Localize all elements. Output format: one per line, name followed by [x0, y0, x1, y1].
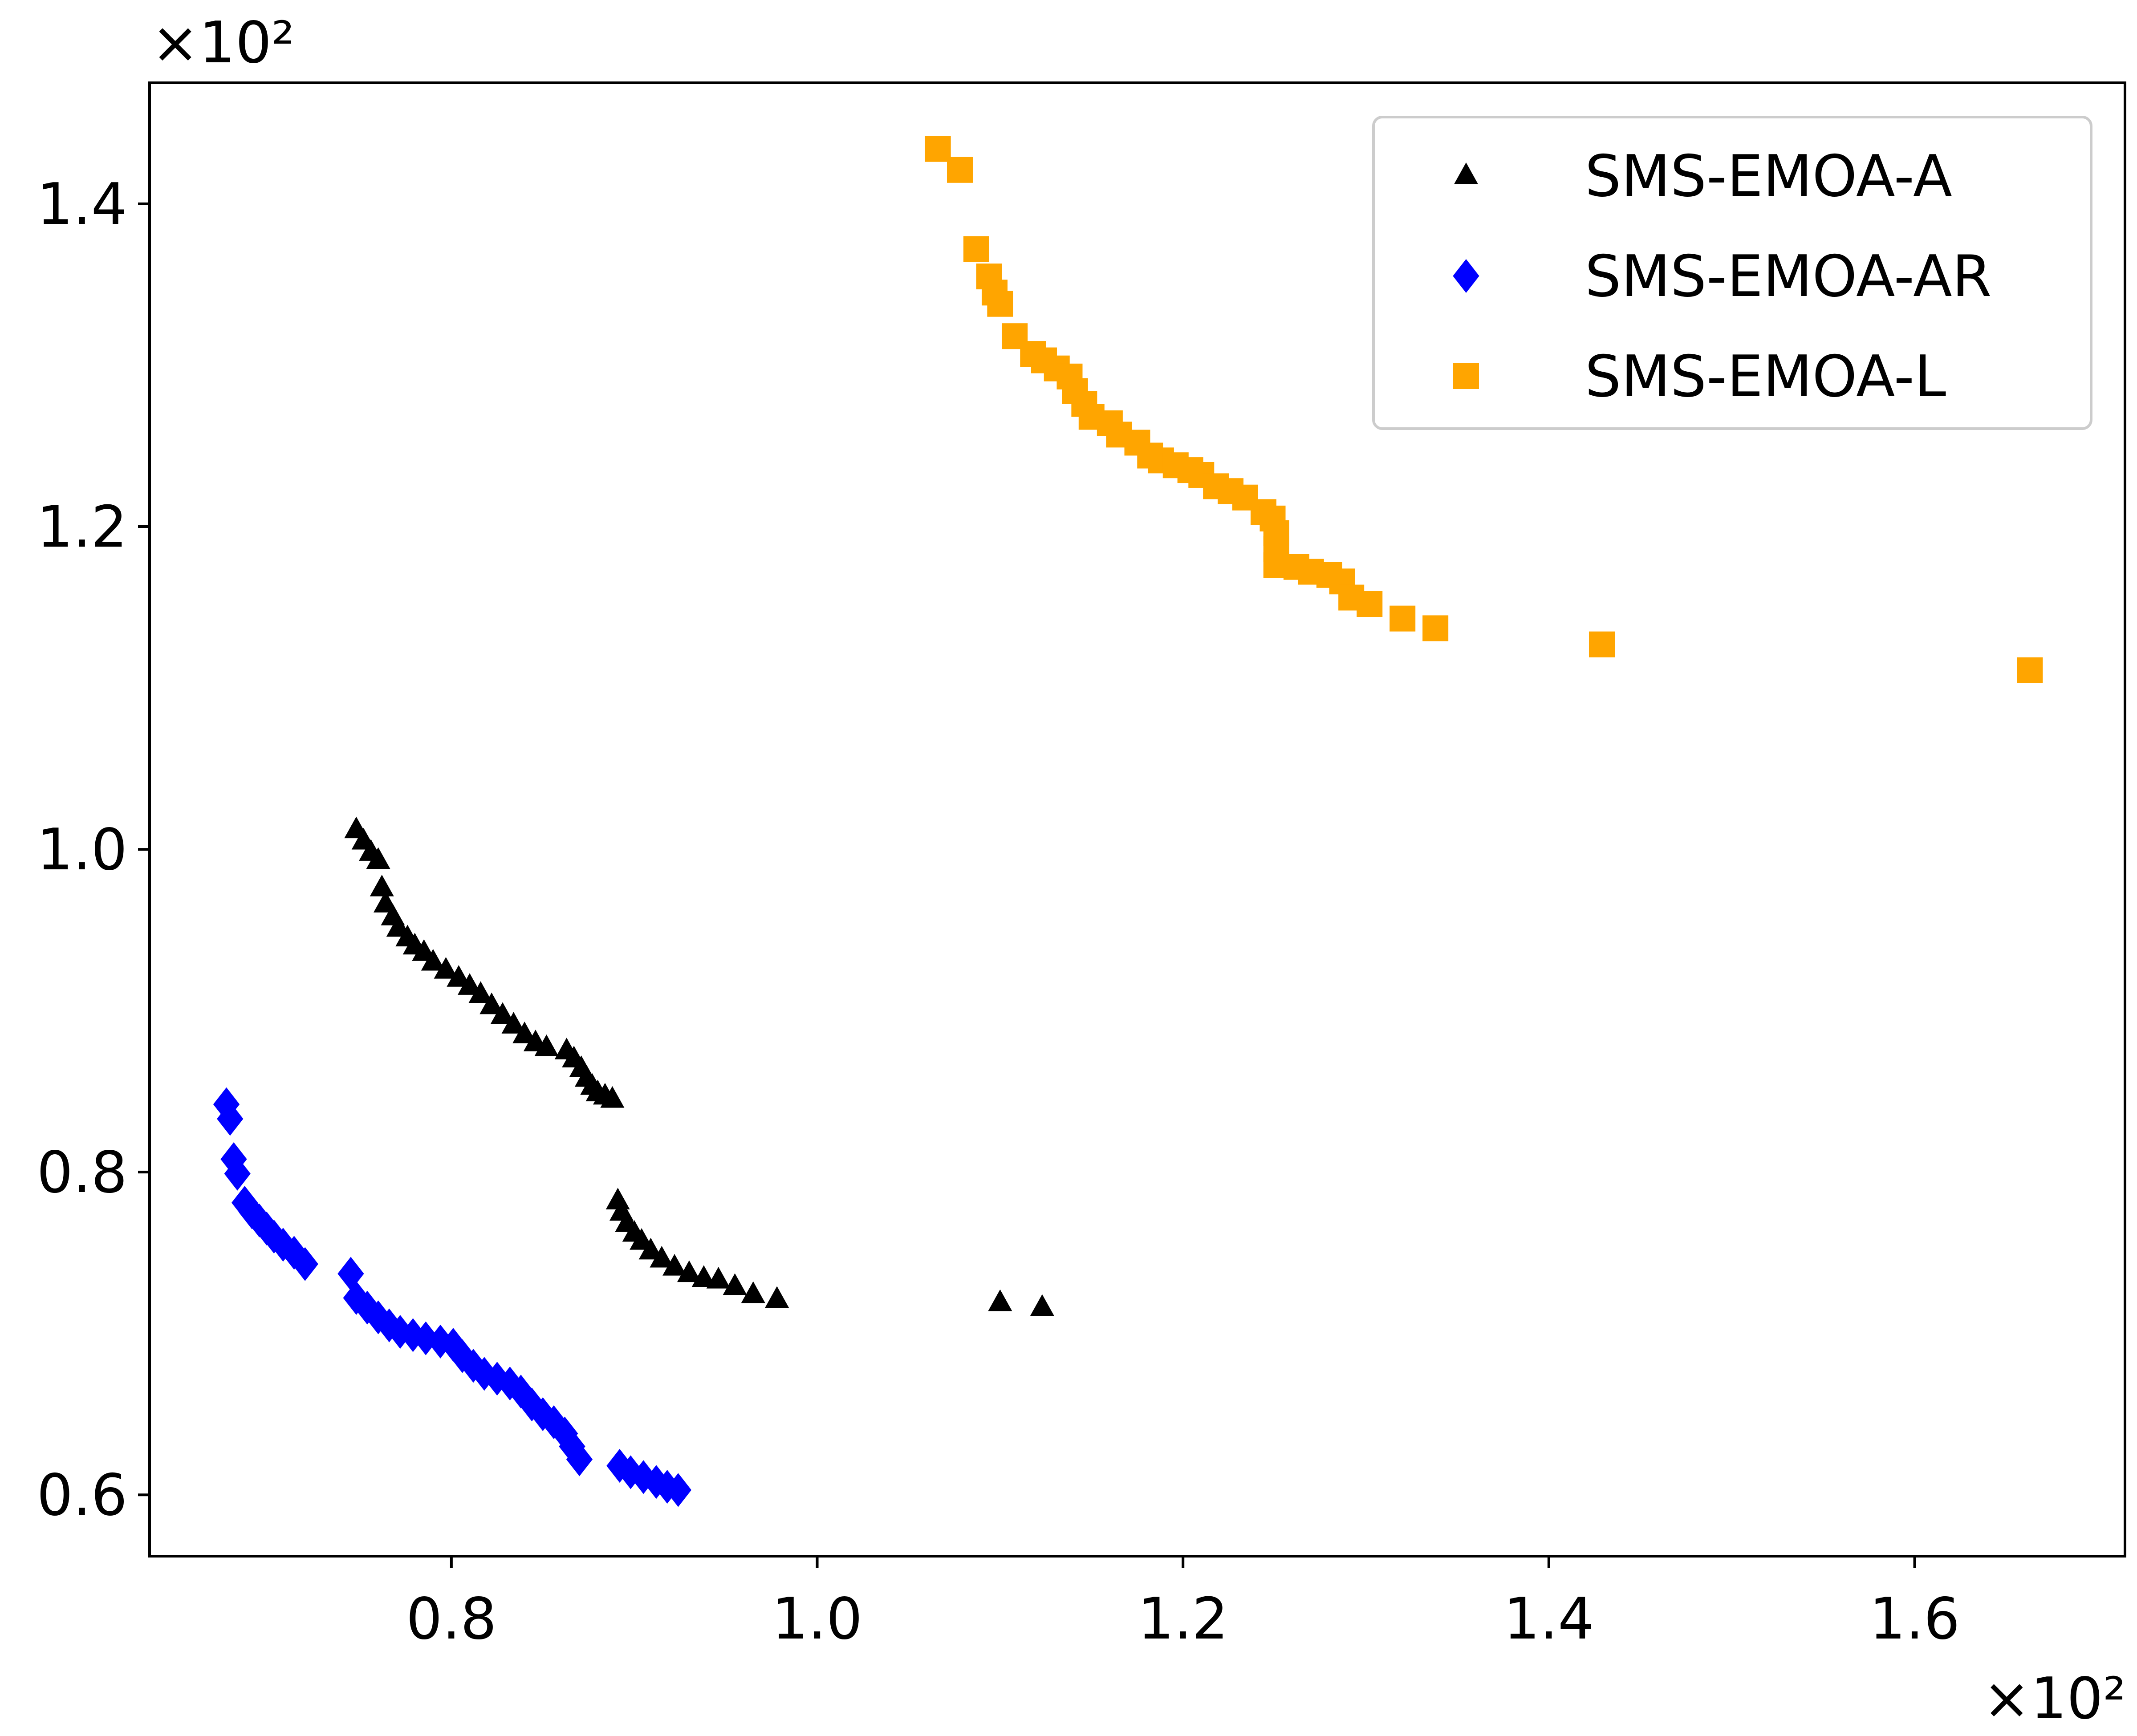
series-sms-emoa-a — [344, 816, 1054, 1316]
data-point — [963, 236, 989, 262]
y-tick-label: 1.4 — [37, 171, 127, 238]
data-point — [617, 1455, 644, 1489]
data-point — [479, 992, 504, 1014]
data-point — [434, 957, 458, 979]
x-tick-label: 1.0 — [772, 1586, 863, 1652]
data-point — [1357, 591, 1383, 617]
data-point — [665, 1473, 691, 1507]
data-point — [421, 949, 445, 971]
data-point — [370, 875, 394, 896]
data-point — [650, 1245, 674, 1268]
x-tick-label: 1.6 — [1869, 1586, 1960, 1652]
data-point — [2017, 657, 2043, 683]
data-point — [925, 136, 951, 162]
data-point — [447, 965, 471, 987]
data-point — [540, 1405, 567, 1440]
y-tick-label: 1.2 — [37, 494, 127, 560]
data-point — [457, 973, 482, 995]
y-tick-label: 0.8 — [37, 1140, 127, 1206]
data-point — [512, 1021, 537, 1043]
data-point — [947, 157, 973, 183]
data-point — [1589, 631, 1615, 657]
data-point — [501, 1012, 526, 1034]
data-point — [566, 1442, 593, 1476]
x-axis-multiplier: ×10² — [1983, 1666, 2126, 1732]
data-point — [691, 1265, 716, 1287]
plot-frame — [148, 81, 2126, 1558]
data-point — [677, 1260, 701, 1282]
x-tick-label: 1.2 — [1138, 1586, 1228, 1652]
data-point — [337, 1257, 364, 1291]
legend-marker — [1453, 363, 1479, 389]
x-tick-label: 0.8 — [406, 1586, 497, 1652]
data-point — [1030, 1294, 1054, 1316]
data-point — [987, 291, 1013, 317]
legend-box — [1372, 116, 2092, 430]
legend-item-sms-emoa-l: SMS-EMOA-L — [1453, 344, 1946, 410]
data-point — [741, 1281, 765, 1303]
data-point — [600, 1086, 625, 1108]
data-point — [292, 1247, 318, 1281]
data-point — [706, 1267, 731, 1289]
legend-label: SMS-EMOA-AR — [1585, 243, 1992, 310]
data-point — [988, 1289, 1012, 1311]
data-point — [638, 1237, 663, 1260]
data-point — [468, 981, 493, 1003]
y-tick-label: 1.0 — [37, 817, 127, 883]
data-point — [440, 1328, 467, 1362]
data-point — [662, 1254, 687, 1276]
y-tick-label: 0.6 — [37, 1462, 127, 1529]
series-sms-emoa-ar — [213, 1087, 691, 1507]
data-point — [765, 1286, 789, 1308]
data-point — [534, 1034, 559, 1056]
data-point — [471, 1357, 498, 1391]
legend-item-sms-emoa-ar: SMS-EMOA-AR — [1453, 243, 1992, 310]
data-point — [630, 1460, 657, 1494]
data-point — [643, 1465, 670, 1499]
data-points — [213, 136, 2043, 1507]
legend: SMS-EMOA-A SMS-EMOA-AR SMS-EMOA-L — [1372, 116, 2092, 430]
x-tick-label: 1.4 — [1503, 1586, 1594, 1652]
y-axis-multiplier: ×10² — [151, 10, 294, 76]
data-point — [217, 1102, 244, 1136]
data-point — [508, 1375, 534, 1409]
data-point — [1422, 615, 1449, 641]
data-point — [723, 1273, 747, 1295]
data-point — [490, 1002, 515, 1024]
legend-item-sms-emoa-a: SMS-EMOA-A — [1454, 143, 1952, 210]
axis-ticks: 0.8 1.0 1.2 1.4 1.6 0.6 0.8 1.0 1.2 1.4 — [37, 171, 1960, 1652]
data-point — [366, 847, 390, 869]
data-point — [224, 1156, 251, 1191]
legend-marker — [1454, 162, 1478, 184]
legend-label: SMS-EMOA-L — [1585, 344, 1946, 410]
legend-marker — [1453, 259, 1479, 293]
series-sms-emoa-l — [925, 136, 2043, 683]
legend-label: SMS-EMOA-A — [1585, 143, 1952, 210]
data-point — [1389, 605, 1416, 632]
